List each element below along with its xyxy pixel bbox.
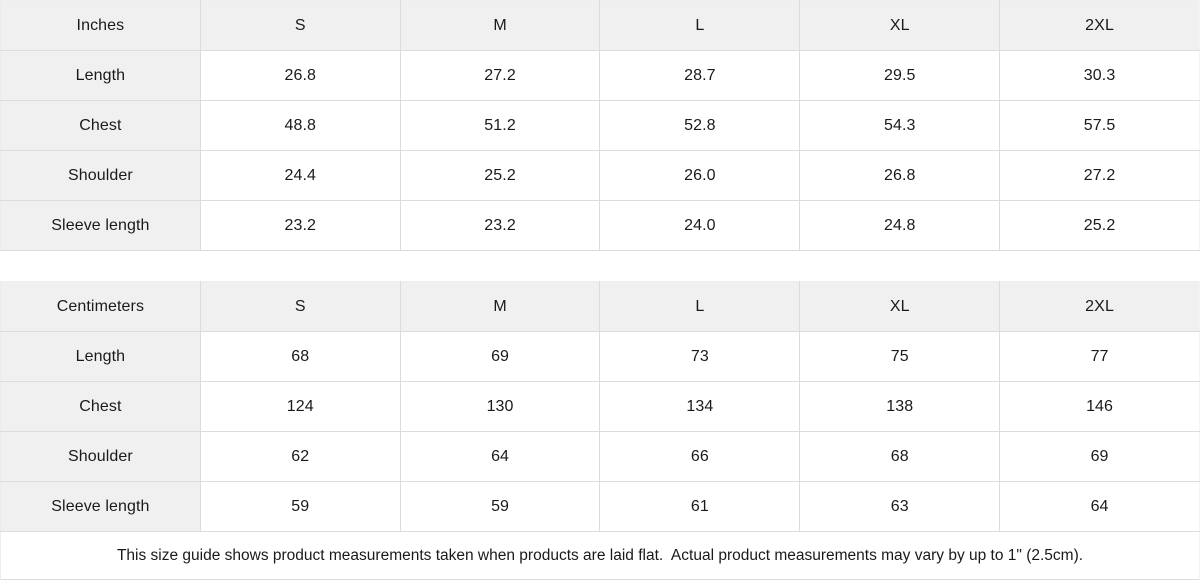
measurement-cell: 138 [799,381,1001,432]
size-table-centimeters: Centimeters S M L XL 2XL Length 68 69 73 75 77 Chest… [0,281,1200,532]
measurement-row: Shoulder 62 64 66 68 69 [0,431,1200,482]
measurement-cell: 134 [599,381,801,432]
measurement-cell: 25.2 [399,150,601,201]
size-guide-note: This size guide shows product measuremen… [0,532,1200,580]
row-label-cell: Chest [0,381,201,432]
size-header-cell: XL [799,0,1001,51]
measurement-cell: 69 [399,331,601,382]
row-label-cell: Sleeve length [0,481,201,532]
measurement-cell: 27.2 [999,150,1200,201]
size-header-cell: M [399,0,601,51]
row-label-cell: Shoulder [0,431,201,482]
measurement-cell: 25.2 [999,200,1200,251]
unit-label-cell: Inches [0,0,201,51]
size-header-cell: L [599,0,801,51]
measurement-cell: 68 [799,431,1001,482]
size-header-cell: S [199,0,401,51]
measurement-cell: 66 [599,431,801,482]
measurement-cell: 24.8 [799,200,1001,251]
measurement-cell: 30.3 [999,50,1200,101]
measurement-cell: 54.3 [799,100,1001,151]
row-label-cell: Length [0,50,201,101]
measurement-cell: 23.2 [199,200,401,251]
measurement-cell: 26.0 [599,150,801,201]
size-header-row: Inches S M L XL 2XL [0,0,1200,51]
measurement-cell: 61 [599,481,801,532]
measurement-cell: 59 [199,481,401,532]
size-header-cell: 2XL [999,281,1200,332]
size-header-cell: L [599,281,801,332]
measurement-cell: 51.2 [399,100,601,151]
size-header-cell: S [199,281,401,332]
size-header-row: Centimeters S M L XL 2XL [0,281,1200,332]
measurement-cell: 73 [599,331,801,382]
measurement-row: Chest 124 130 134 138 146 [0,381,1200,432]
measurement-row: Sleeve length 23.2 23.2 24.0 24.8 25.2 [0,200,1200,251]
measurement-cell: 26.8 [199,50,401,101]
measurement-cell: 69 [999,431,1200,482]
size-table-inches: Inches S M L XL 2XL Length 26.8 27.2 28.7 29.5 30.3… [0,0,1200,251]
measurement-cell: 124 [199,381,401,432]
table-gap [0,251,1200,281]
measurement-cell: 48.8 [199,100,401,151]
measurement-row: Length 68 69 73 75 77 [0,331,1200,382]
row-label-cell: Shoulder [0,150,201,201]
measurement-cell: 23.2 [399,200,601,251]
measurement-cell: 63 [799,481,1001,532]
measurement-cell: 130 [399,381,601,432]
measurement-cell: 64 [399,431,601,482]
measurement-cell: 75 [799,331,1001,382]
measurement-cell: 24.4 [199,150,401,201]
measurement-cell: 68 [199,331,401,382]
measurement-cell: 52.8 [599,100,801,151]
row-label-cell: Chest [0,100,201,151]
measurement-cell: 62 [199,431,401,482]
measurement-cell: 64 [999,481,1200,532]
measurement-cell: 26.8 [799,150,1001,201]
measurement-cell: 57.5 [999,100,1200,151]
measurement-cell: 77 [999,331,1200,382]
measurement-row: Chest 48.8 51.2 52.8 54.3 57.5 [0,100,1200,151]
measurement-cell: 28.7 [599,50,801,101]
size-header-cell: 2XL [999,0,1200,51]
row-label-cell: Sleeve length [0,200,201,251]
size-header-cell: M [399,281,601,332]
row-label-cell: Length [0,331,201,382]
measurement-cell: 146 [999,381,1200,432]
size-header-cell: XL [799,281,1001,332]
measurement-cell: 29.5 [799,50,1001,101]
measurement-cell: 24.0 [599,200,801,251]
measurement-row: Shoulder 24.4 25.2 26.0 26.8 27.2 [0,150,1200,201]
unit-label-cell: Centimeters [0,281,201,332]
measurement-row: Length 26.8 27.2 28.7 29.5 30.3 [0,50,1200,101]
measurement-cell: 27.2 [399,50,601,101]
measurement-cell: 59 [399,481,601,532]
measurement-row: Sleeve length 59 59 61 63 64 [0,481,1200,532]
